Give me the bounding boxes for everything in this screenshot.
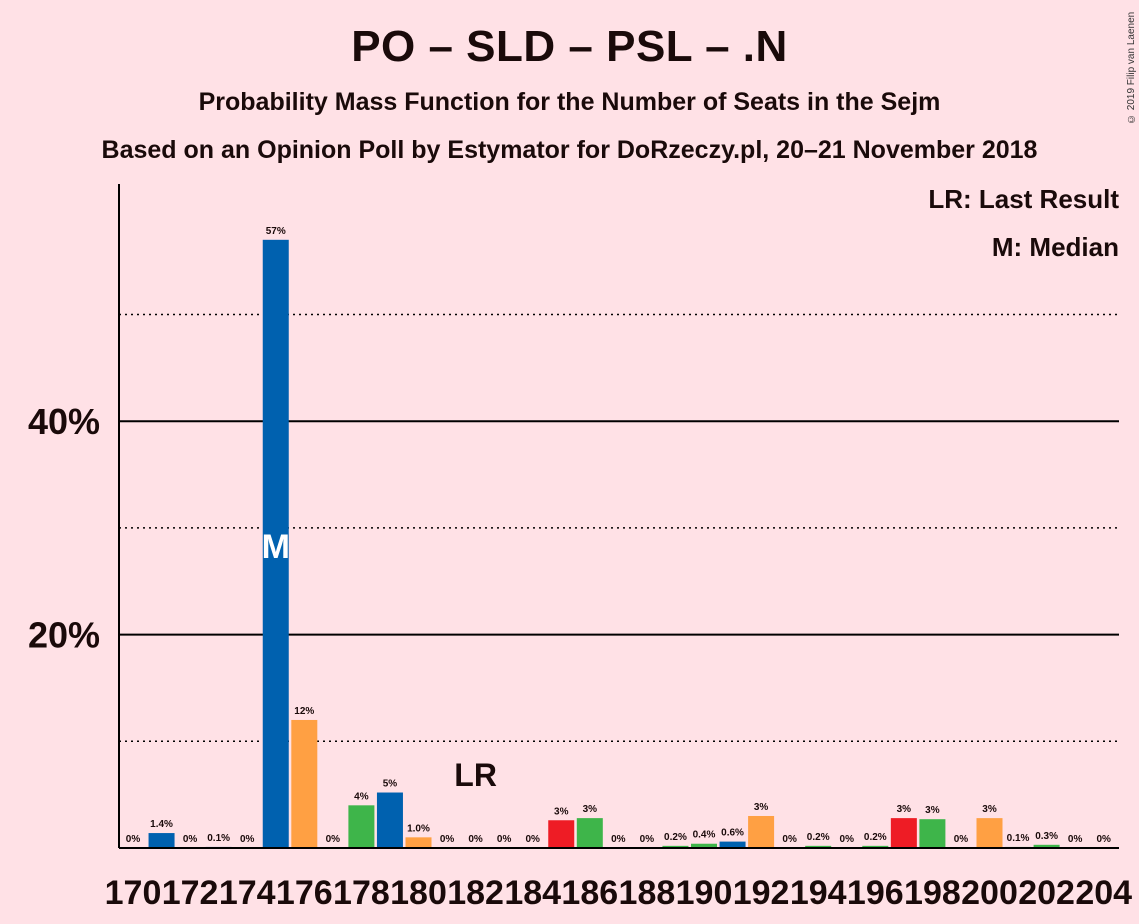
data-label: 4% [354,791,369,802]
last-result-marker: LR [454,757,497,793]
data-label: 3% [554,806,569,817]
data-label: 0.3% [1035,831,1058,842]
x-tick-label: 202 [1018,874,1075,912]
bar-seat-189 [662,845,689,848]
x-tick-label: 192 [733,874,790,912]
bar-seat-194 [805,845,832,848]
chart-subtitle: Probability Mass Function for the Number… [198,88,941,116]
data-label: 0.6% [721,828,744,839]
bar-seat-196 [862,845,889,848]
legend-last-result: LR: Last Result [928,184,1119,214]
data-label: 0% [640,834,655,845]
bar-seat-171 [148,833,175,848]
bar-seat-178 [348,805,375,848]
data-label: 5% [383,779,398,790]
x-tick-label: 172 [162,874,219,912]
bar-seat-185 [548,820,575,848]
bar-seat-179 [376,792,403,848]
bar-seat-197 [890,818,917,848]
x-tick-label: 194 [790,874,847,912]
data-label: 0% [525,834,540,845]
x-tick-label: 190 [676,874,733,912]
bar-seat-192 [748,815,775,848]
data-label: 0% [468,834,483,845]
data-label: 0% [497,834,512,845]
x-tick-label: 174 [219,874,276,912]
data-label: 3% [982,804,997,815]
bar-seat-200 [976,818,1003,848]
legend-median: M: Median [991,232,1119,262]
data-label: 0% [782,834,797,845]
x-tick-label: 188 [619,874,676,912]
bar-seat-191 [719,841,746,848]
data-label: 0% [611,834,626,845]
chart-source-line: Based on an Opinion Poll by Estymator fo… [101,136,1038,164]
x-tick-label: 196 [847,874,904,912]
bar-seat-190 [691,843,717,848]
x-tick-label: 176 [276,874,333,912]
x-tick-label: 204 [1075,874,1132,912]
chart-title: PO – SLD – PSL – .N [351,22,788,71]
data-label: 0.1% [1007,833,1030,844]
data-label: 3% [754,802,769,813]
median-marker: M [262,528,290,566]
x-tick-label: 182 [447,874,504,912]
data-label: 0% [954,834,969,845]
bar-seat-186 [576,818,603,848]
data-label: 12% [294,706,314,717]
x-tick-label: 186 [561,874,618,912]
data-label: 0% [1096,834,1111,845]
data-label: 0.2% [864,832,887,843]
bar-seat-198 [919,819,946,848]
data-label: 0.1% [207,833,230,844]
bar-seat-180 [405,837,432,848]
bar-seat-202 [1033,844,1060,848]
data-label: 3% [583,804,598,815]
data-label: 1.4% [150,819,173,830]
x-tick-label: 170 [105,874,162,912]
bar-seat-175 [262,239,289,848]
data-label: 0% [1068,834,1083,845]
data-label: 0.2% [664,832,687,843]
data-label: 0.2% [807,832,830,843]
data-label: 3% [925,805,940,816]
x-tick-label: 200 [961,874,1018,912]
x-tick-label: 184 [504,874,561,912]
data-label: 0% [326,834,341,845]
bar-seat-176 [291,719,318,848]
data-label: 0% [183,834,198,845]
data-label: 0% [840,834,855,845]
data-label: 0% [240,834,255,845]
y-tick-label: 20% [28,615,100,656]
data-label: 0% [440,834,455,845]
x-tick-label: 180 [390,874,447,912]
x-tick-label: 198 [904,874,961,912]
data-label: 1.0% [407,823,430,834]
x-tick-label: 178 [333,874,390,912]
data-label: 57% [266,226,286,237]
data-label: 0% [126,834,141,845]
data-label: 3% [897,804,912,815]
y-tick-label: 40% [28,401,100,442]
data-label: 0.4% [693,830,716,841]
